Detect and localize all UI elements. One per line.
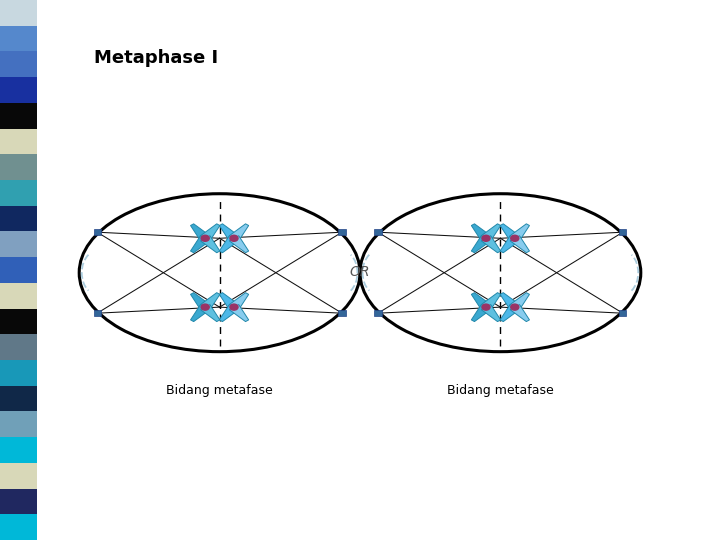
- Bar: [0, 308, 37, 334]
- Bar: [619, 229, 626, 235]
- Text: Bidang metafase: Bidang metafase: [166, 384, 273, 397]
- Circle shape: [230, 235, 238, 241]
- Bar: [374, 229, 382, 235]
- Bar: [0, 154, 37, 180]
- Polygon shape: [220, 305, 239, 322]
- Polygon shape: [472, 305, 491, 322]
- Polygon shape: [472, 224, 491, 241]
- Bar: [0, 514, 37, 540]
- Polygon shape: [229, 224, 248, 241]
- Polygon shape: [229, 305, 248, 322]
- Text: OR: OR: [350, 265, 370, 279]
- Bar: [338, 310, 346, 316]
- Bar: [0, 77, 37, 103]
- Polygon shape: [481, 236, 500, 253]
- Polygon shape: [472, 293, 491, 309]
- Bar: [0, 463, 37, 489]
- Polygon shape: [500, 224, 520, 241]
- Bar: [0, 489, 37, 514]
- Circle shape: [201, 235, 210, 241]
- Bar: [0, 386, 37, 411]
- Bar: [0, 103, 37, 129]
- Polygon shape: [481, 305, 500, 322]
- Bar: [619, 310, 626, 316]
- Circle shape: [482, 304, 490, 310]
- Bar: [0, 334, 37, 360]
- Circle shape: [201, 304, 210, 310]
- Bar: [0, 129, 37, 154]
- Bar: [0, 180, 37, 206]
- Polygon shape: [220, 236, 239, 253]
- Polygon shape: [500, 305, 520, 322]
- Bar: [0, 360, 37, 386]
- Bar: [0, 437, 37, 463]
- Bar: [374, 310, 382, 316]
- Circle shape: [510, 304, 519, 310]
- Circle shape: [482, 235, 490, 241]
- Polygon shape: [229, 236, 248, 253]
- Bar: [0, 26, 37, 51]
- Polygon shape: [191, 236, 210, 253]
- Text: Bidang metafase: Bidang metafase: [447, 384, 554, 397]
- Bar: [94, 229, 101, 235]
- Text: Metaphase I: Metaphase I: [94, 49, 217, 66]
- Polygon shape: [481, 224, 500, 241]
- Polygon shape: [200, 236, 220, 253]
- Polygon shape: [510, 224, 529, 241]
- Polygon shape: [229, 293, 248, 309]
- Bar: [0, 0, 37, 26]
- Polygon shape: [500, 293, 520, 309]
- Polygon shape: [472, 236, 491, 253]
- Polygon shape: [191, 305, 210, 322]
- Bar: [0, 51, 37, 77]
- Circle shape: [230, 304, 238, 310]
- Bar: [0, 257, 37, 283]
- Polygon shape: [220, 293, 239, 309]
- Bar: [94, 310, 101, 316]
- Polygon shape: [191, 293, 210, 309]
- Bar: [338, 229, 346, 235]
- Polygon shape: [510, 236, 529, 253]
- Polygon shape: [220, 224, 239, 241]
- Polygon shape: [500, 236, 520, 253]
- Polygon shape: [200, 305, 220, 322]
- Circle shape: [510, 235, 519, 241]
- Polygon shape: [481, 293, 500, 309]
- Polygon shape: [191, 224, 210, 241]
- Polygon shape: [510, 293, 529, 309]
- Polygon shape: [200, 224, 220, 241]
- Polygon shape: [510, 305, 529, 322]
- Bar: [0, 206, 37, 232]
- Bar: [0, 232, 37, 257]
- Bar: [0, 283, 37, 308]
- Polygon shape: [200, 293, 220, 309]
- Bar: [0, 411, 37, 437]
